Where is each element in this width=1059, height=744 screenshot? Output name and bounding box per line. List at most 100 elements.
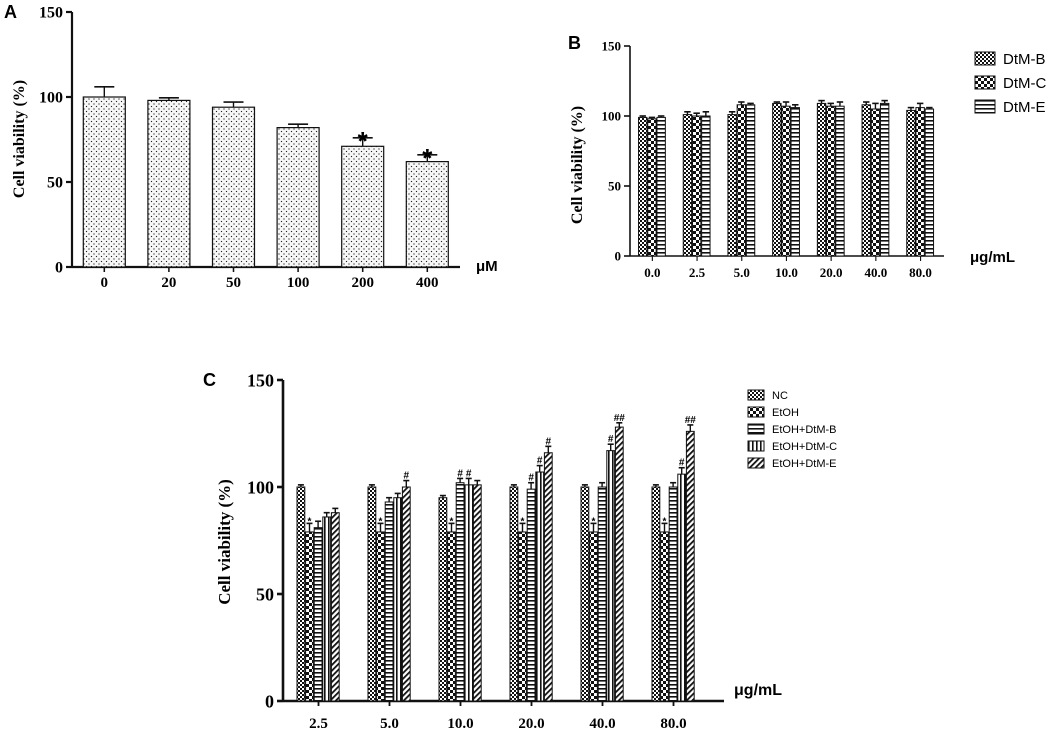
- significance-marker: #: [404, 471, 410, 482]
- bar-dtm-c: [781, 105, 791, 257]
- legend-label: DtM-B: [1003, 51, 1046, 68]
- legend-label: EtOH+DtM-E: [772, 458, 836, 470]
- panel-b-chart: 0 50 100 150 0.0 2.5 5.0 10.0 20.0 40.0 80.0 DtM-B D…: [602, 39, 1047, 280]
- bar-dtm-c: [826, 105, 836, 257]
- legend-swatch: [974, 75, 996, 90]
- legend-swatch: [747, 406, 765, 418]
- bar-value: [147, 99, 191, 268]
- bar-etoh-dtm-c: [393, 497, 403, 702]
- bar-dtm-b: [861, 104, 871, 257]
- bar-dtm-e: [790, 107, 800, 257]
- bar-etoh-dtm-b: [668, 486, 678, 702]
- x-tick-label: 20.0: [518, 716, 544, 732]
- x-tick-label: 200: [351, 275, 374, 291]
- bar-dtm-b: [727, 114, 737, 257]
- bar-dtm-b: [772, 102, 782, 257]
- bar-etoh-dtm-e: [685, 430, 695, 702]
- bar-value: [82, 96, 126, 268]
- bar-etoh-dtm-b: [597, 486, 607, 702]
- significance-marker: #: [466, 468, 472, 479]
- bar-dtm-c: [736, 104, 747, 257]
- significance-marker: *: [308, 516, 312, 527]
- significance-marker: ##: [614, 413, 626, 424]
- bar-nc: [367, 486, 377, 702]
- bar-etoh-dtm-e: [543, 452, 553, 702]
- legend-label: DtM-C: [1003, 75, 1046, 92]
- legend-label: EtOH+DtM-C: [772, 441, 837, 453]
- significance-marker: #: [679, 458, 685, 469]
- significance-marker: *: [358, 126, 369, 156]
- significance-marker: #: [457, 468, 463, 479]
- legend-swatch: [747, 389, 765, 401]
- bar-etoh-dtm-c: [464, 484, 474, 702]
- bar-etoh-dtm-e: [614, 426, 624, 702]
- bar-dtm-e: [879, 102, 890, 257]
- x-tick-label: 5.0: [734, 265, 750, 280]
- y-tick-label: 150: [247, 370, 274, 390]
- bar-value: [405, 161, 449, 268]
- panel-b-letter: B: [568, 33, 581, 53]
- bar-dtm-e: [835, 105, 845, 257]
- x-tick-label: 100: [287, 275, 310, 291]
- bar-etoh: [660, 531, 669, 702]
- x-tick-label: 80.0: [909, 265, 932, 280]
- y-tick-label: 50: [608, 179, 621, 194]
- y-tick-label: 50: [256, 584, 274, 604]
- y-tick-label: 0: [615, 249, 622, 264]
- significance-marker: #: [537, 456, 543, 467]
- bar-nc: [509, 486, 519, 702]
- legend-swatch: [747, 440, 765, 452]
- legend-label: NC: [772, 390, 788, 402]
- y-tick-label: 0: [55, 260, 63, 277]
- bar-etoh: [518, 531, 527, 702]
- legend-swatch: [747, 423, 765, 435]
- bar-etoh-dtm-e: [330, 512, 340, 702]
- bar-etoh-dtm-e: [401, 486, 411, 702]
- bar-nc: [438, 497, 448, 702]
- x-tick-label: 5.0: [380, 716, 399, 732]
- bar-dtm-b: [638, 116, 648, 257]
- x-tick-label: 40.0: [864, 265, 887, 280]
- bar-dtm-e: [701, 115, 711, 257]
- significance-marker: *: [422, 143, 433, 173]
- bar-etoh-dtm-c: [606, 450, 616, 702]
- bar-dtm-b: [906, 109, 916, 257]
- panel-b-ylabel: Cell viability (%): [569, 106, 586, 224]
- significance-marker: #: [546, 436, 552, 447]
- y-tick-label: 150: [39, 5, 63, 22]
- y-tick-label: 0: [265, 691, 274, 711]
- significance-marker: ##: [685, 415, 697, 426]
- panel-a-letter: A: [4, 2, 17, 22]
- bar-etoh-dtm-b: [313, 527, 323, 702]
- bar-nc: [651, 486, 661, 702]
- y-tick-label: 150: [602, 39, 622, 54]
- significance-marker: *: [592, 516, 596, 527]
- bar-dtm-c: [647, 118, 657, 257]
- significance-marker: *: [663, 516, 667, 527]
- legend-label: EtOH+DtM-B: [772, 424, 836, 436]
- significance-marker: *: [521, 516, 525, 527]
- bar-etoh: [305, 531, 314, 702]
- panel-a-ylabel: Cell viability (%): [11, 80, 28, 198]
- bar-value: [276, 126, 320, 268]
- y-tick-label: 100: [602, 109, 622, 124]
- legend-label: DtM-E: [1003, 99, 1046, 116]
- bar-etoh-dtm-b: [455, 482, 465, 702]
- bar-dtm-e: [924, 108, 935, 257]
- panel-c-unit-label: μg/mL: [734, 682, 782, 699]
- x-tick-label: 400: [416, 275, 439, 291]
- bar-etoh-dtm-b: [526, 488, 536, 702]
- bar-dtm-e: [656, 116, 666, 257]
- bar-dtm-b: [816, 102, 827, 257]
- x-tick-label: 20.0: [820, 265, 843, 280]
- bar-etoh: [376, 531, 385, 702]
- bar-dtm-b: [682, 114, 693, 257]
- x-tick-label: 10.0: [775, 265, 798, 280]
- legend-label: EtOH: [772, 407, 799, 419]
- panel-c-letter: C: [203, 370, 216, 390]
- significance-marker: #: [528, 473, 534, 484]
- bar-etoh-dtm-e: [472, 484, 482, 702]
- x-tick-label: 20: [161, 275, 176, 291]
